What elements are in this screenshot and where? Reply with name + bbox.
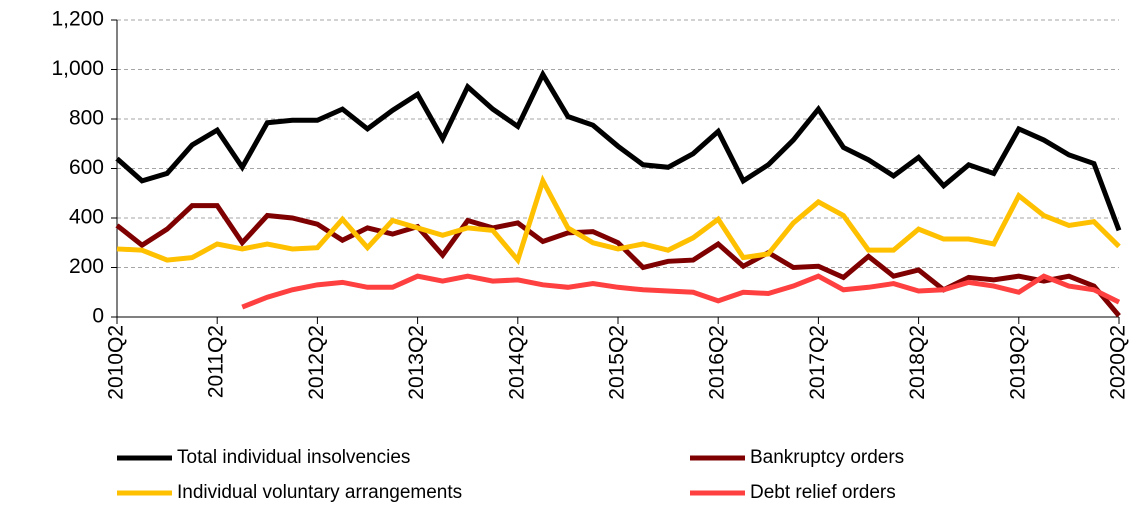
x-tick-label: 2017Q2 [806, 325, 829, 400]
legend-label: Bankruptcy orders [750, 447, 904, 468]
x-tick-label: 2015Q2 [606, 325, 629, 400]
series-line [241, 273, 1121, 310]
y-tick-label: 1,200 [51, 8, 104, 31]
series-line [115, 69, 1122, 232]
x-tick-label: 2019Q2 [1006, 325, 1029, 400]
x-tick-label: 2013Q2 [405, 325, 428, 400]
x-tick-label: 2014Q2 [505, 325, 528, 400]
x-tick-label: 2018Q2 [906, 325, 929, 400]
y-tick-label: 0 [92, 305, 104, 328]
y-tick-label: 800 [69, 107, 104, 130]
legend-label: Debt relief orders [750, 482, 896, 503]
x-tick-label: 2011Q2 [205, 325, 228, 398]
y-tick-label: 600 [69, 156, 104, 179]
x-tick-label: 2012Q2 [305, 325, 328, 400]
x-tick-label: 2016Q2 [706, 325, 729, 400]
legend-label: Total individual insolvencies [177, 447, 410, 468]
y-tick-label: 400 [69, 206, 104, 229]
series-line [116, 174, 1121, 266]
legend-label: Individual voluntary arrangements [177, 482, 462, 503]
y-tick-label: 200 [69, 255, 104, 278]
x-tick-label: 2010Q2 [105, 325, 128, 400]
x-tick-label: 2020Q2 [1107, 325, 1130, 400]
y-tick-label: 1,000 [51, 57, 104, 80]
